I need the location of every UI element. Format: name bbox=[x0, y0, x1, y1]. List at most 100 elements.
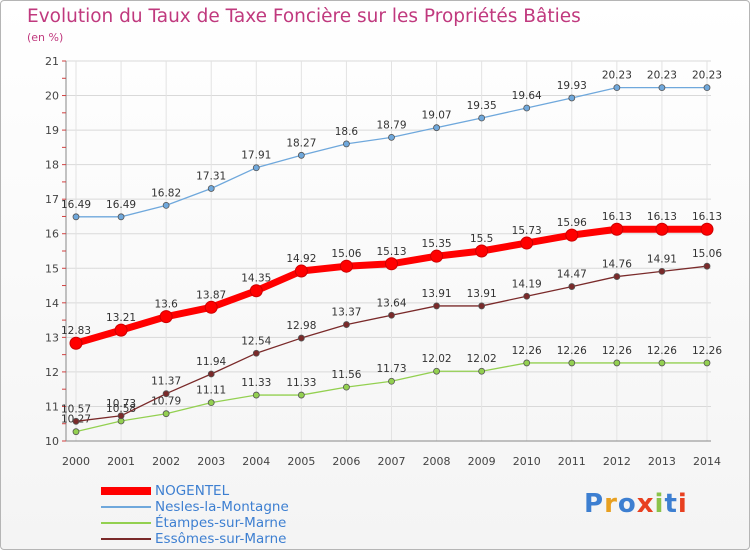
data-label-nogentel: 14.35 bbox=[241, 273, 271, 285]
chart-title: Evolution du Taux de Taxe Foncière sur l… bbox=[27, 6, 581, 27]
data-label-etampes-sur-marne: 12.26 bbox=[557, 345, 587, 357]
legend-swatch-etampes-sur-marne bbox=[101, 522, 151, 524]
data-point-nogentel bbox=[69, 336, 83, 350]
data-point-nogentel bbox=[249, 284, 263, 298]
data-point-essomes-sur-marne bbox=[252, 349, 260, 357]
data-point-nesles-la-montagne bbox=[433, 124, 440, 132]
data-label-essomes-sur-marne: 12.98 bbox=[286, 320, 316, 332]
data-label-essomes-sur-marne: 13.91 bbox=[422, 288, 452, 300]
logo-letter: i bbox=[654, 489, 665, 519]
data-label-nesles-la-montagne: 18.6 bbox=[335, 126, 359, 138]
data-point-etampes-sur-marne bbox=[207, 399, 215, 407]
data-label-nesles-la-montagne: 16.49 bbox=[61, 199, 91, 211]
data-point-essomes-sur-marne bbox=[523, 292, 531, 300]
data-label-nogentel: 15.06 bbox=[331, 248, 361, 260]
data-label-nogentel: 13.87 bbox=[196, 289, 226, 301]
data-label-nesles-la-montagne: 19.64 bbox=[512, 90, 542, 102]
data-label-nogentel: 13.6 bbox=[154, 299, 178, 311]
data-label-nogentel: 15.73 bbox=[512, 225, 542, 237]
data-point-etampes-sur-marne bbox=[433, 367, 440, 375]
data-label-essomes-sur-marne: 13.91 bbox=[467, 288, 497, 300]
data-point-essomes-sur-marne bbox=[613, 273, 621, 280]
data-point-nesles-la-montagne bbox=[72, 213, 80, 221]
data-point-nesles-la-montagne bbox=[478, 114, 486, 122]
legend-label-essomes-sur-marne: Essômes-sur-Marne bbox=[155, 531, 287, 547]
legend-label-nesles-la-montagne: Nesles-la-Montagne bbox=[155, 499, 289, 515]
data-point-etampes-sur-marne bbox=[658, 359, 666, 367]
data-label-etampes-sur-marne: 11.33 bbox=[241, 377, 271, 389]
data-label-essomes-sur-marne: 13.64 bbox=[376, 297, 406, 309]
data-point-etampes-sur-marne bbox=[162, 410, 170, 418]
data-label-nogentel: 16.13 bbox=[692, 211, 722, 223]
data-point-nogentel bbox=[520, 236, 534, 250]
data-label-nogentel: 15.96 bbox=[557, 217, 587, 229]
data-label-etampes-sur-marne: 11.73 bbox=[376, 363, 406, 375]
data-label-nogentel: 12.83 bbox=[61, 325, 91, 337]
y-tick-label: 19 bbox=[45, 124, 59, 137]
data-point-etampes-sur-marne bbox=[568, 359, 576, 367]
data-point-essomes-sur-marne bbox=[162, 390, 170, 398]
data-label-essomes-sur-marne: 10.57 bbox=[61, 403, 91, 415]
y-tick-label: 10 bbox=[45, 435, 59, 448]
x-tick-label: 2007 bbox=[378, 455, 406, 468]
logo-letter: o bbox=[617, 489, 637, 519]
logo-letter: i bbox=[677, 489, 688, 519]
y-tick-label: 17 bbox=[45, 193, 59, 206]
legend-item-etampes-sur-marne: Étampes-sur-Marne bbox=[101, 515, 361, 531]
data-label-essomes-sur-marne: 11.37 bbox=[151, 376, 181, 388]
data-point-essomes-sur-marne bbox=[388, 311, 395, 319]
x-tick-label: 2014 bbox=[693, 455, 721, 468]
data-point-etampes-sur-marne bbox=[72, 428, 80, 436]
data-point-nogentel bbox=[700, 222, 714, 236]
data-label-nogentel: 16.13 bbox=[602, 211, 632, 223]
data-point-etampes-sur-marne bbox=[388, 377, 395, 385]
data-label-essomes-sur-marne: 14.19 bbox=[512, 278, 542, 290]
data-label-essomes-sur-marne: 14.76 bbox=[602, 259, 632, 271]
data-label-etampes-sur-marne: 12.02 bbox=[467, 353, 497, 365]
x-tick-label: 2010 bbox=[513, 455, 541, 468]
data-point-nesles-la-montagne bbox=[252, 164, 260, 172]
data-label-nesles-la-montagne: 20.23 bbox=[647, 70, 677, 82]
data-label-nesles-la-montagne: 20.23 bbox=[692, 70, 722, 82]
data-point-nogentel bbox=[159, 310, 173, 324]
data-point-etampes-sur-marne bbox=[613, 359, 621, 367]
y-tick-label: 16 bbox=[45, 228, 59, 241]
data-label-essomes-sur-marne: 11.94 bbox=[196, 356, 226, 368]
data-label-nesles-la-montagne: 17.91 bbox=[241, 150, 271, 162]
x-tick-label: 2005 bbox=[287, 455, 315, 468]
data-label-nesles-la-montagne: 19.07 bbox=[422, 110, 452, 122]
y-tick-label: 13 bbox=[45, 331, 59, 344]
data-point-essomes-sur-marne bbox=[207, 370, 215, 378]
data-label-etampes-sur-marne: 12.26 bbox=[512, 345, 542, 357]
legend-item-nogentel: NOGENTEL bbox=[101, 483, 361, 499]
x-tick-label: 2011 bbox=[558, 455, 586, 468]
data-point-nesles-la-montagne bbox=[613, 84, 621, 91]
data-label-nogentel: 15.5 bbox=[470, 233, 493, 245]
proxiti-logo: Proxiti bbox=[584, 489, 688, 519]
x-tick-label: 2006 bbox=[332, 455, 360, 468]
data-label-etampes-sur-marne: 12.26 bbox=[692, 345, 722, 357]
data-label-nesles-la-montagne: 19.35 bbox=[467, 100, 497, 112]
data-label-essomes-sur-marne: 13.37 bbox=[331, 307, 361, 319]
data-label-essomes-sur-marne: 14.47 bbox=[557, 269, 587, 281]
y-tick-label: 11 bbox=[45, 400, 59, 413]
data-label-nesles-la-montagne: 16.82 bbox=[151, 187, 181, 199]
logo-letter: P bbox=[584, 489, 605, 519]
data-point-nesles-la-montagne bbox=[297, 151, 305, 159]
data-point-etampes-sur-marne bbox=[343, 383, 350, 391]
x-tick-label: 2012 bbox=[603, 455, 631, 468]
data-point-etampes-sur-marne bbox=[478, 367, 486, 375]
data-label-nesles-la-montagne: 16.49 bbox=[106, 199, 136, 211]
data-point-essomes-sur-marne bbox=[703, 262, 711, 270]
data-label-essomes-sur-marne: 12.54 bbox=[241, 335, 271, 347]
x-tick-label: 2013 bbox=[648, 455, 676, 468]
legend-swatch-essomes-sur-marne bbox=[101, 538, 151, 540]
data-label-nogentel: 16.13 bbox=[647, 211, 677, 223]
x-tick-label: 2009 bbox=[468, 455, 496, 468]
data-point-essomes-sur-marne bbox=[117, 412, 125, 420]
x-tick-label: 2004 bbox=[242, 455, 270, 468]
logo-letter: x bbox=[636, 489, 655, 519]
legend-swatch-nogentel bbox=[101, 487, 151, 495]
data-label-essomes-sur-marne: 14.91 bbox=[647, 253, 677, 265]
